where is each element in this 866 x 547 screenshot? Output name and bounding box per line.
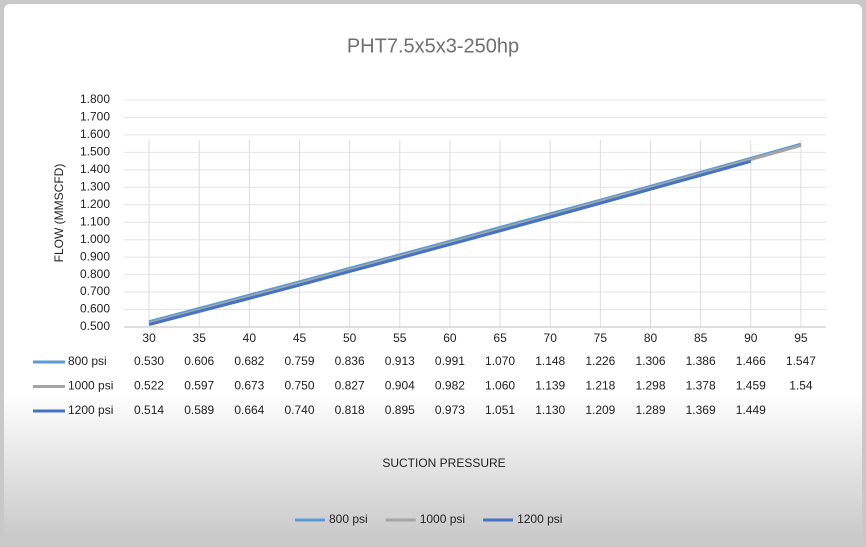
y-tick-label: 1.600 [80, 127, 110, 141]
table-cell: 0.522 [134, 379, 164, 393]
table-cell: 0.904 [385, 379, 415, 393]
table-cell: 0.597 [184, 379, 214, 393]
x-tick-label: 75 [594, 331, 608, 345]
y-tick-label: 1.400 [80, 162, 110, 176]
table-cell: 1.051 [485, 403, 515, 417]
table-cell: 0.895 [385, 403, 415, 417]
y-axis-title: FLOW (MMSCFD) [52, 164, 66, 263]
table-cell: 0.673 [234, 379, 264, 393]
table-cell: 1.466 [736, 354, 766, 368]
table-cell: 1.148 [535, 354, 565, 368]
x-tick-label: 85 [694, 331, 708, 345]
table-cell: 1.226 [585, 354, 615, 368]
legend-label: 1000 psi [420, 512, 465, 526]
x-tick-label: 30 [142, 331, 156, 345]
x-tick-label: 95 [794, 331, 808, 345]
table-cell: 1.070 [485, 354, 515, 368]
table-cell: 0.913 [385, 354, 415, 368]
x-tick-label: 50 [343, 331, 357, 345]
y-tick-label: 1.700 [80, 110, 110, 124]
y-tick-label: 1.100 [80, 214, 110, 228]
y-tick-label: 0.900 [80, 249, 110, 263]
x-tick-label: 80 [644, 331, 658, 345]
table-cell: 1.139 [535, 379, 565, 393]
table-cell: 0.836 [335, 354, 365, 368]
x-tick-label: 65 [493, 331, 507, 345]
table-cell: 1.378 [686, 379, 716, 393]
table-cell: 1.54 [789, 379, 813, 393]
table-cell: 0.759 [284, 354, 314, 368]
table-cell: 0.973 [435, 403, 465, 417]
x-axis-title: SUCTION PRESSURE [382, 456, 505, 470]
table-cell: 0.827 [335, 379, 365, 393]
table-cell: 1.298 [635, 379, 665, 393]
y-tick-label: 0.500 [80, 319, 110, 333]
y-tick-label: 1.000 [80, 232, 110, 246]
table-row-header: 800 psi [68, 354, 107, 368]
table-cell: 1.289 [635, 403, 665, 417]
table-cell: 1.449 [736, 403, 766, 417]
y-tick-label: 0.800 [80, 267, 110, 281]
y-tick-label: 1.300 [80, 179, 110, 193]
table-cell: 0.682 [234, 354, 264, 368]
chart-title: PHT7.5x5x3-250hp [347, 35, 519, 57]
series-line [148, 143, 802, 325]
x-tick-label: 60 [443, 331, 457, 345]
y-tick-label: 1.200 [80, 197, 110, 211]
y-tick-label: 0.600 [80, 302, 110, 316]
table-cell: 0.818 [335, 403, 365, 417]
y-tick-label: 1.800 [80, 92, 110, 106]
table-cell: 0.750 [284, 379, 314, 393]
y-tick-label: 0.700 [80, 284, 110, 298]
table-cell: 1.209 [585, 403, 615, 417]
chart-area [4, 4, 862, 543]
x-tick-label: 35 [193, 331, 207, 345]
table-row-header: 1000 psi [68, 379, 113, 393]
legend-label: 800 psi [329, 512, 368, 526]
table-row-header: 1200 psi [68, 403, 113, 417]
table-cell: 0.606 [184, 354, 214, 368]
table-cell: 0.664 [234, 403, 264, 417]
x-tick-label: 90 [744, 331, 758, 345]
x-tick-label: 70 [544, 331, 558, 345]
y-tick-label: 1.500 [80, 145, 110, 159]
table-cell: 0.514 [134, 403, 164, 417]
table-cell: 1.547 [786, 354, 816, 368]
table-cell: 0.530 [134, 354, 164, 368]
table-cell: 1.130 [535, 403, 565, 417]
table-cell: 1.386 [686, 354, 716, 368]
legend-label: 1200 psi [517, 512, 562, 526]
x-tick-label: 45 [293, 331, 307, 345]
table-cell: 0.982 [435, 379, 465, 393]
table-cell: 0.740 [284, 403, 314, 417]
x-tick-label: 55 [393, 331, 407, 345]
table-cell: 1.306 [635, 354, 665, 368]
x-tick-label: 40 [243, 331, 257, 345]
table-cell: 0.589 [184, 403, 214, 417]
table-cell: 1.060 [485, 379, 515, 393]
series-line [148, 159, 752, 327]
table-cell: 0.991 [435, 354, 465, 368]
table-cell: 1.459 [736, 379, 766, 393]
table-cell: 1.369 [686, 403, 716, 417]
table-cell: 1.218 [585, 379, 615, 393]
